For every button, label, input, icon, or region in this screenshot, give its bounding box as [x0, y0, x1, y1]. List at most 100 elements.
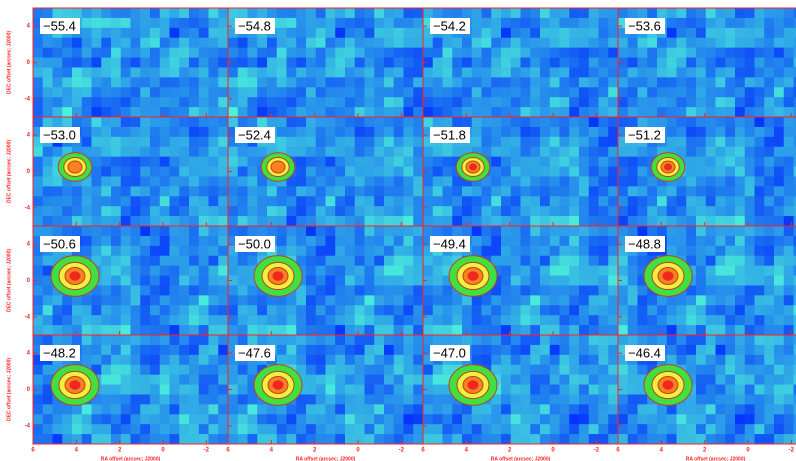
map-pixel [472, 87, 482, 97]
map-pixel [725, 186, 735, 196]
map-pixel [170, 325, 180, 335]
map-pixel [238, 434, 248, 444]
map-pixel [647, 147, 657, 157]
map-pixel [394, 18, 404, 28]
map-pixel [335, 176, 345, 186]
map-pixel [530, 67, 540, 77]
map-pixel [238, 365, 248, 375]
map-pixel [462, 206, 472, 216]
map-pixel [199, 266, 209, 276]
map-pixel [209, 385, 219, 395]
map-pixel [257, 404, 267, 414]
map-pixel [277, 38, 287, 48]
map-pixel [530, 38, 540, 48]
channel-label: −46.4 [628, 345, 661, 360]
map-pixel [521, 196, 531, 206]
map-pixel [326, 305, 336, 315]
map-pixel [326, 137, 336, 147]
map-pixel [92, 424, 102, 434]
map-pixel [550, 305, 560, 315]
map-pixel [540, 424, 550, 434]
map-pixel [355, 186, 365, 196]
map-pixel [735, 246, 745, 256]
map-pixel [540, 236, 550, 246]
map-pixel [296, 38, 306, 48]
map-pixel [745, 97, 755, 107]
map-pixel [423, 8, 433, 18]
map-pixel [404, 48, 414, 58]
map-pixel [521, 127, 531, 137]
channel-label: −51.8 [433, 127, 466, 142]
map-pixel [725, 58, 735, 68]
map-pixel [774, 295, 784, 305]
map-pixel [189, 315, 199, 325]
map-pixel [384, 87, 394, 97]
map-pixel [628, 365, 638, 375]
map-pixel [82, 414, 92, 424]
map-pixel [189, 325, 199, 335]
map-pixel [92, 137, 102, 147]
map-pixel [209, 147, 219, 157]
map-pixel [501, 38, 511, 48]
panel: −54.8 [228, 8, 424, 118]
map-pixel [433, 325, 443, 335]
map-pixel [774, 404, 784, 414]
map-pixel [491, 335, 501, 345]
map-pixel [160, 117, 170, 127]
map-pixel [326, 375, 336, 385]
map-pixel [82, 117, 92, 127]
map-pixel [521, 167, 531, 177]
map-pixel [589, 325, 599, 335]
map-pixel [394, 434, 404, 444]
map-pixel [218, 266, 228, 276]
map-pixel [374, 295, 384, 305]
map-pixel [608, 305, 618, 315]
map-pixel [150, 28, 160, 38]
map-pixel [335, 256, 345, 266]
map-pixel [511, 127, 521, 137]
map-pixel [774, 276, 784, 286]
map-pixel [326, 335, 336, 345]
map-pixel [540, 385, 550, 395]
map-pixel [121, 147, 131, 157]
map-pixel [374, 77, 384, 87]
map-pixel [140, 414, 150, 424]
map-pixel [111, 176, 121, 186]
map-pixel [745, 77, 755, 87]
map-pixel [209, 285, 219, 295]
map-pixel [179, 38, 189, 48]
map-pixel [696, 117, 706, 127]
map-pixel [374, 147, 384, 157]
map-pixel [608, 365, 618, 375]
map-pixel [647, 8, 657, 18]
channel-label: −49.4 [433, 236, 466, 251]
map-pixel [745, 226, 755, 236]
map-pixel [374, 315, 384, 325]
map-pixel [530, 414, 540, 424]
map-pixel [316, 276, 326, 286]
map-pixel [267, 305, 277, 315]
map-pixel [326, 365, 336, 375]
map-pixel [345, 246, 355, 256]
map-pixel [433, 176, 443, 186]
map-pixel [706, 325, 716, 335]
map-pixel [306, 196, 316, 206]
map-pixel [287, 38, 297, 48]
map-pixel [218, 67, 228, 77]
map-pixel [686, 176, 696, 186]
map-pixel [413, 404, 423, 414]
map-pixel [501, 147, 511, 157]
map-pixel [628, 38, 638, 48]
map-pixel [706, 404, 716, 414]
map-pixel [238, 424, 248, 434]
map-pixel [267, 48, 277, 58]
map-pixel [150, 325, 160, 335]
map-pixel [677, 137, 687, 147]
map-pixel [228, 305, 238, 315]
map-pixel [384, 176, 394, 186]
map-pixel [374, 196, 384, 206]
map-pixel [540, 315, 550, 325]
map-pixel [745, 246, 755, 256]
map-pixel [686, 97, 696, 107]
map-pixel [560, 325, 570, 335]
